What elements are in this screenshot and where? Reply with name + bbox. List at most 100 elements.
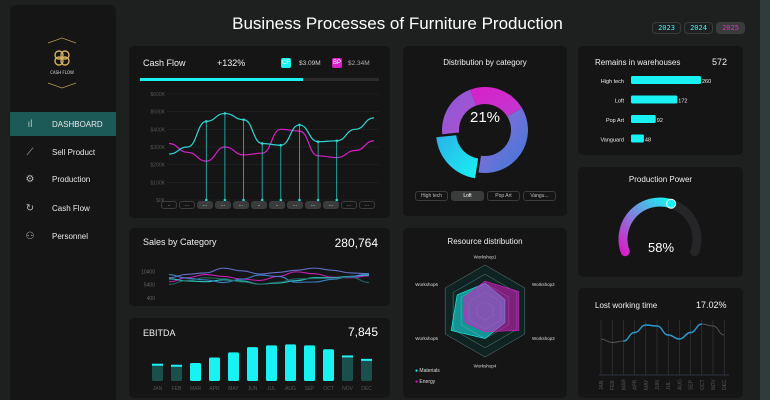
month-button[interactable]: ...	[305, 201, 321, 209]
cf-stem-base	[279, 198, 283, 202]
warehouse-bar	[631, 134, 644, 143]
gauge-knob	[666, 198, 677, 209]
distribution-title: Distribution by category	[443, 58, 527, 67]
money-cycle-icon: ↻	[25, 202, 35, 214]
sidebar-item-sell-product[interactable]: ⟋ Sell Product	[10, 140, 116, 164]
cash-flow-title: Cash Flow	[143, 58, 186, 68]
cf-stem-base	[298, 198, 301, 202]
ebitda-total: 7,845	[347, 325, 378, 339]
month-button[interactable]: ...	[359, 201, 375, 209]
month-button[interactable]: ...	[323, 201, 339, 209]
x-tick-label: NOV	[711, 379, 717, 391]
sidebar-item-production[interactable]: ⚙ Production	[25, 173, 91, 185]
sidebar-item-personnel[interactable]: ⚇ Personnel	[25, 230, 89, 242]
sales-line	[168, 267, 370, 279]
month-button[interactable]: ...	[233, 201, 249, 209]
tab-high-tech[interactable]: High tech	[415, 191, 448, 201]
month-button[interactable]: ...	[179, 201, 195, 209]
donut-segment-loft	[436, 135, 479, 179]
cf-stem-base	[242, 198, 245, 202]
people-icon: ⚇	[25, 230, 35, 242]
cf-stem-base	[260, 198, 264, 202]
month-button[interactable]: ..	[251, 201, 267, 209]
warehouses-chart: High tech 260 Loft 172 Pop Art 92 Vanguard 48	[601, 76, 711, 144]
x-tick-label: JUN	[655, 380, 661, 390]
radar-series-energy	[462, 280, 520, 333]
ebitda-bar	[342, 355, 353, 381]
tab-loft[interactable]: Loft	[451, 191, 484, 201]
ebitda-title: EBITDA	[143, 328, 176, 338]
lost-time-line	[600, 323, 725, 344]
sales-total: 280,764	[334, 236, 378, 250]
radar-axis-label: Workshop6	[415, 282, 438, 287]
year-button-2024[interactable]: 2024	[684, 22, 713, 34]
lost-time-panel: Lost working time 17.02% JAN FEB MAR APR MAY…	[578, 288, 743, 398]
x-tick-label: JUN	[248, 386, 258, 392]
x-tick-label: MAR	[190, 386, 202, 392]
x-tick-label: SEP	[304, 386, 315, 392]
x-tick-label: AUG	[285, 386, 296, 392]
cash-flow-change: +132%	[217, 58, 246, 68]
y-tick-label: $300K	[151, 145, 166, 151]
svg-text:CASH FLOW: CASH FLOW	[50, 70, 74, 75]
warehouse-value: 48	[645, 138, 651, 144]
y-tick-label: $100K	[151, 180, 166, 186]
donut-segment-high-tech	[478, 107, 528, 173]
radar-axis-label: Workshop4	[474, 363, 497, 368]
radar-grid	[444, 264, 526, 358]
sidebar-item-cash-flow[interactable]: ↻ Cash Flow	[25, 202, 90, 214]
resource-panel: Resource distribution Workshop1 Workshop2…	[403, 228, 567, 398]
ebitda-bar-cap	[361, 358, 372, 361]
cf-point	[279, 143, 283, 147]
tab-pop-art[interactable]: Pop Art	[487, 191, 520, 201]
resource-radar: Workshop1 Workshop2 Workshop3 Workshop4 Work…	[415, 255, 555, 369]
ebitda-bar	[266, 345, 277, 381]
gauge-fill	[618, 197, 676, 257]
y-tick-label: 5400	[144, 283, 155, 289]
y-tick-label: $600K	[151, 92, 166, 98]
sidebar-item-dashboard[interactable]: ıl DASHBOARD	[10, 112, 116, 136]
ebitda-bar	[285, 344, 296, 381]
warehouse-value: 260	[702, 79, 711, 85]
ebitda-bar	[228, 352, 239, 381]
cf-stem-base	[316, 198, 320, 202]
sales-line	[168, 273, 370, 284]
year-button-2023[interactable]: 2023	[652, 22, 681, 34]
month-button[interactable]: ...	[287, 201, 303, 209]
cf-value: $3.09M	[299, 60, 321, 67]
warehouse-bar	[631, 76, 701, 84]
cash-flow-panel: Cash Flow +132% CF $3.09M BP $2.34M $600…	[129, 46, 390, 218]
logo: CASH FLOW	[34, 37, 90, 89]
x-tick-label: JUL	[666, 381, 672, 390]
x-tick-label: MAY	[644, 379, 650, 390]
month-button[interactable]: ..	[269, 201, 285, 209]
legend-dot-materials: ●	[415, 368, 419, 374]
ebitda-bar	[304, 345, 315, 381]
tab-vanguard[interactable]: Vangu...	[523, 191, 556, 201]
month-button[interactable]: ...	[215, 201, 231, 209]
year-selector: 2023 2024 2025	[652, 22, 745, 34]
donut-center-label: 21%	[469, 109, 501, 126]
warehouses-total: 572	[712, 57, 728, 67]
x-tick-label: OCT	[700, 379, 706, 390]
production-power-panel: Production Power 58%	[578, 167, 743, 277]
month-button[interactable]: ...	[341, 201, 357, 209]
month-button[interactable]: ...	[197, 201, 213, 209]
gears-icon: ⚙	[25, 173, 35, 185]
month-button[interactable]: ..	[161, 201, 177, 209]
radar-axis-label: Workshop5	[415, 336, 438, 341]
warehouses-panel: Remains in warehouses 572 High tech 260 Lo…	[578, 46, 743, 155]
production-power-value: 58%	[648, 240, 675, 255]
x-tick-label: APR	[209, 386, 220, 392]
x-tick-label: NOV	[342, 386, 354, 392]
production-power-gauge	[618, 197, 702, 257]
year-button-2025[interactable]: 2025	[716, 22, 745, 34]
x-tick-label: DEC	[361, 386, 372, 392]
legend-materials: ● Materials	[415, 368, 440, 374]
page-title: Business Processes of Furniture Producti…	[232, 14, 563, 33]
x-tick-label: FEB	[172, 386, 182, 392]
production-power-title: Production Power	[628, 175, 693, 184]
ebitda-panel: EBITDA 7,845 JAN FEB MAR APR MAY JUN JUL AUG SEP…	[129, 318, 390, 398]
ebitda-bar-cap	[152, 363, 163, 366]
cf-badge: CF	[281, 58, 291, 68]
